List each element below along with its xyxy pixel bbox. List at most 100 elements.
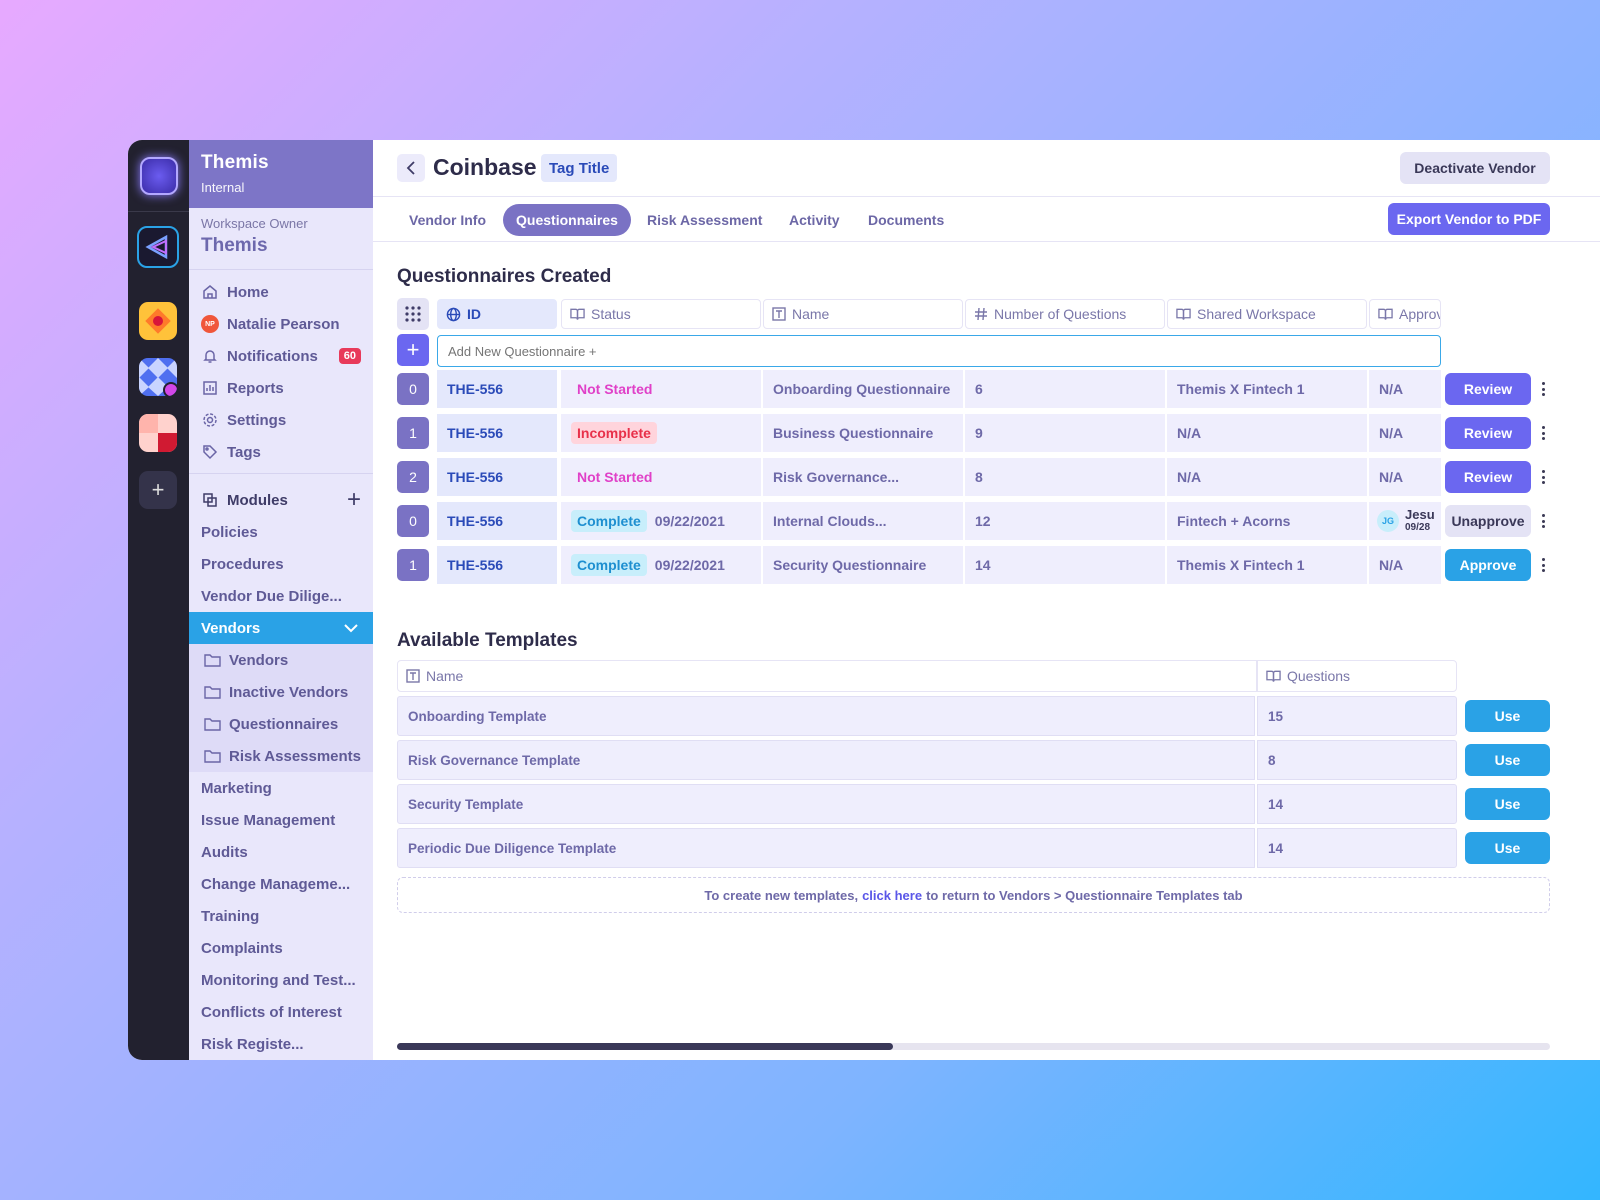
template-name[interactable]: Security Template (397, 784, 1255, 824)
tab-vendor-info[interactable]: Vendor Info (409, 212, 486, 228)
column-header-approval[interactable]: Approv (1369, 299, 1441, 329)
sidebar-item-training[interactable]: Training (201, 907, 260, 925)
sidebar-item-conflicts[interactable]: Conflicts of Interest (201, 1003, 342, 1021)
approver-name: Jesu (1405, 507, 1435, 522)
sidebar-item-audits[interactable]: Audits (201, 843, 248, 861)
export-vendor-pdf-button[interactable]: Export Vendor to PDF (1388, 203, 1550, 235)
bell-icon (201, 347, 219, 365)
column-header-shared-workspace[interactable]: Shared Workspace (1167, 299, 1367, 329)
questionnaire-id[interactable]: THE-556 (437, 502, 557, 540)
template-name[interactable]: Risk Governance Template (397, 740, 1255, 780)
questionnaire-name[interactable]: Internal Clouds... (763, 502, 963, 540)
sidebar-item-issue-management[interactable]: Issue Management (201, 811, 336, 829)
sidebar-item-home[interactable]: Home (189, 276, 373, 308)
sidebar-item-marketing[interactable]: Marketing (201, 779, 272, 797)
column-header-number-of-questions[interactable]: Number of Questions (965, 299, 1165, 329)
tag-title-badge[interactable]: Tag Title (541, 154, 618, 182)
approver-avatar: JG (1377, 510, 1399, 532)
sidebar-item-vendor-due-diligence[interactable]: Vendor Due Dilige... (201, 587, 342, 605)
questionnaire-name[interactable]: Business Questionnaire (763, 414, 963, 452)
add-questionnaire-button[interactable]: + (397, 334, 429, 366)
review-button[interactable]: Review (1445, 461, 1531, 493)
home-app-icon[interactable] (139, 156, 178, 195)
workspace-orange-icon[interactable] (139, 302, 177, 340)
add-questionnaire-input[interactable] (437, 335, 1441, 367)
back-button[interactable] (397, 154, 425, 182)
questionnaire-id[interactable]: THE-556 (437, 458, 557, 496)
scrollbar-thumb[interactable] (397, 1043, 893, 1050)
more-options-icon[interactable] (1538, 379, 1548, 399)
template-name[interactable]: Periodic Due Diligence Template (397, 828, 1255, 868)
review-button[interactable]: Review (1445, 417, 1531, 449)
questionnaire-name[interactable]: Security Questionnaire (763, 546, 963, 584)
sidebar-item-vendors[interactable]: Vendors (189, 612, 373, 644)
more-options-icon[interactable] (1538, 511, 1548, 531)
add-module-icon[interactable]: + (346, 486, 361, 513)
gear-icon (201, 411, 219, 429)
sidebar-item-user[interactable]: NP Natalie Pearson (189, 308, 373, 340)
status-badge: Not Started (571, 378, 659, 400)
use-template-button[interactable]: Use (1465, 700, 1550, 732)
row-number[interactable]: 2 (397, 461, 429, 493)
sidebar-item-settings[interactable]: Settings (189, 404, 373, 436)
status-date: 09/22/2021 (654, 513, 725, 529)
sidebar-item-monitoring[interactable]: Monitoring and Test... (201, 971, 356, 989)
sidebar-item-change-management[interactable]: Change Manageme... (201, 875, 351, 893)
templates-note-link[interactable]: click here (862, 887, 923, 903)
questionnaire-name[interactable]: Risk Governance... (763, 458, 963, 496)
row-number[interactable]: 0 (397, 505, 429, 537)
template-name[interactable]: Onboarding Template (397, 696, 1255, 736)
sidebar-item-policies[interactable]: Policies (201, 523, 258, 541)
add-workspace-button[interactable]: + (139, 471, 177, 509)
org-header[interactable]: Themis Internal (189, 140, 373, 208)
sidebar-item-procedures[interactable]: Procedures (201, 555, 284, 573)
unapprove-button[interactable]: Unapprove (1445, 505, 1531, 537)
use-template-button[interactable]: Use (1465, 788, 1550, 820)
column-header-status[interactable]: Status (561, 299, 761, 329)
sidebar-item-vendors-list[interactable]: Vendors (189, 644, 373, 676)
main-content: Coinbase Tag Title Deactivate Vendor Ven… (373, 140, 1600, 1060)
template-column-header-questions[interactable]: Questions (1257, 660, 1457, 692)
template-question-count: 14 (1257, 828, 1457, 868)
workspace-diamond-icon[interactable] (139, 358, 177, 396)
deactivate-vendor-button[interactable]: Deactivate Vendor (1400, 152, 1550, 184)
column-header-id[interactable]: ID (437, 299, 557, 329)
tab-risk-assessment[interactable]: Risk Assessment (647, 212, 763, 228)
sidebar-item-complaints[interactable]: Complaints (201, 939, 283, 957)
avatar: NP (201, 315, 219, 333)
sidebar-item-risk-assessments[interactable]: Risk Assessments (189, 740, 373, 772)
more-options-icon[interactable] (1538, 555, 1548, 575)
approval-cell: N/A (1369, 458, 1441, 496)
sidebar-item-reports[interactable]: Reports (189, 372, 373, 404)
use-template-button[interactable]: Use (1465, 832, 1550, 864)
questionnaire-id[interactable]: THE-556 (437, 370, 557, 408)
row-number[interactable]: 1 (397, 549, 429, 581)
more-options-icon[interactable] (1538, 467, 1548, 487)
workspace-red-icon[interactable] (139, 414, 177, 452)
more-options-icon[interactable] (1538, 423, 1548, 443)
column-picker-button[interactable] (397, 298, 429, 330)
sidebar-item-modules[interactable]: Modules + (189, 484, 373, 516)
sidebar-item-notifications[interactable]: Notifications 60 (189, 340, 373, 372)
tab-documents[interactable]: Documents (868, 212, 945, 228)
sidebar-item-questionnaires[interactable]: Questionnaires (189, 708, 373, 740)
questionnaire-id[interactable]: THE-556 (437, 546, 557, 584)
template-column-header-name[interactable]: Name (397, 660, 1257, 692)
themis-app-icon[interactable] (137, 226, 179, 268)
status-badge: Complete (571, 554, 647, 576)
tab-activity[interactable]: Activity (789, 212, 840, 228)
approve-button[interactable]: Approve (1445, 549, 1531, 581)
sidebar-item-risk-register[interactable]: Risk Registe... (201, 1035, 304, 1053)
row-number[interactable]: 0 (397, 373, 429, 405)
sidebar-item-tags[interactable]: Tags (189, 436, 373, 468)
column-header-name[interactable]: Name (763, 299, 963, 329)
use-template-button[interactable]: Use (1465, 744, 1550, 776)
template-question-count: 14 (1257, 784, 1457, 824)
review-button[interactable]: Review (1445, 373, 1531, 405)
row-number[interactable]: 1 (397, 417, 429, 449)
questionnaire-id[interactable]: THE-556 (437, 414, 557, 452)
horizontal-scrollbar[interactable] (397, 1043, 1550, 1050)
tab-questionnaires[interactable]: Questionnaires (503, 204, 631, 236)
questionnaire-name[interactable]: Onboarding Questionnaire (763, 370, 963, 408)
sidebar-item-inactive-vendors[interactable]: Inactive Vendors (189, 676, 373, 708)
